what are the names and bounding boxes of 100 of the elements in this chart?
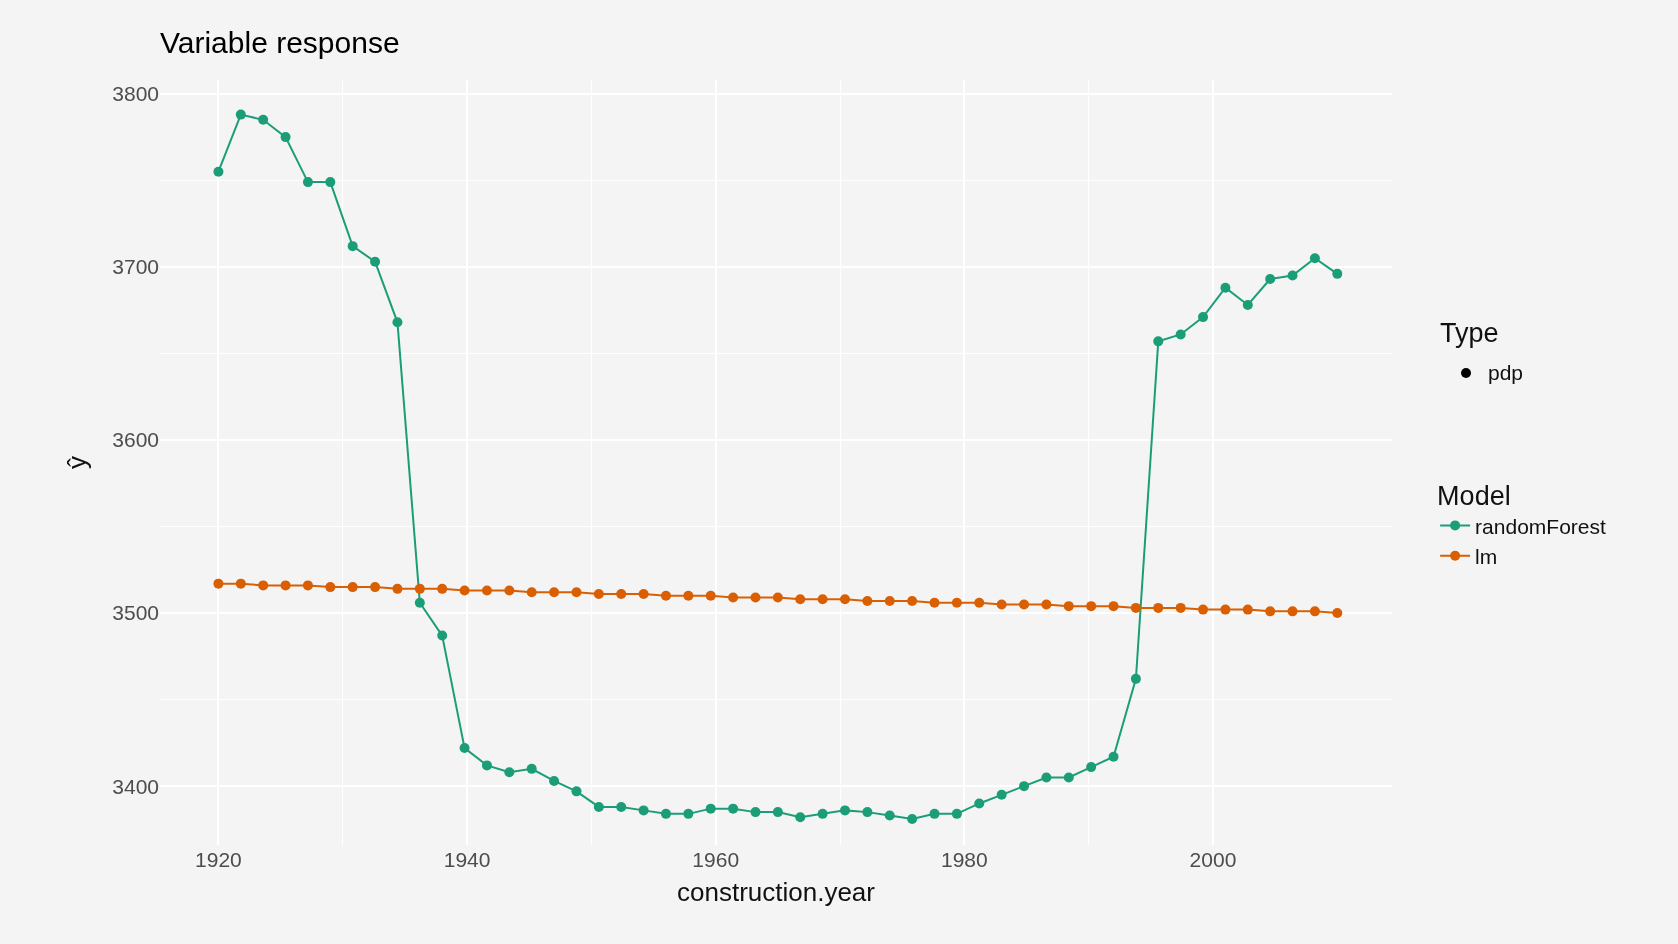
point — [1063, 772, 1074, 783]
point — [392, 583, 403, 594]
point — [772, 592, 783, 603]
point — [817, 808, 828, 819]
point — [370, 256, 381, 267]
point — [280, 132, 291, 143]
point — [459, 743, 470, 754]
point — [235, 578, 246, 589]
point — [258, 114, 269, 125]
point — [1220, 282, 1231, 293]
point — [549, 587, 560, 598]
point — [280, 580, 291, 591]
point — [951, 597, 962, 608]
point — [414, 597, 425, 608]
point — [817, 594, 828, 605]
point — [1086, 601, 1097, 612]
y-axis-title: ŷ — [61, 456, 92, 469]
point — [660, 808, 671, 819]
y-tick-label: 3700 — [112, 255, 159, 279]
point — [325, 177, 336, 188]
point — [929, 597, 940, 608]
point — [1153, 602, 1164, 613]
point — [1198, 604, 1209, 615]
point — [1130, 673, 1141, 684]
point — [593, 801, 604, 812]
point — [1019, 599, 1030, 610]
point — [996, 599, 1007, 610]
point — [862, 595, 873, 606]
point — [302, 177, 313, 188]
point — [1086, 762, 1097, 773]
point — [840, 594, 850, 605]
x-tick-label: 1960 — [692, 848, 740, 871]
point — [302, 580, 313, 591]
point — [481, 585, 492, 596]
point — [392, 317, 403, 328]
text: pdp — [1488, 361, 1524, 385]
point — [1309, 606, 1320, 617]
point — [1108, 601, 1119, 612]
legend-label: lm — [1475, 544, 1498, 568]
point — [683, 808, 694, 819]
point — [795, 594, 806, 605]
point — [1063, 601, 1074, 612]
point — [884, 810, 895, 821]
point — [1287, 606, 1298, 617]
x-tick-label: 2000 — [1189, 848, 1237, 871]
y-tick-label: 3600 — [112, 428, 159, 452]
point — [772, 807, 783, 818]
legend-title: Model — [1437, 481, 1511, 512]
point — [1265, 606, 1276, 617]
point — [1265, 274, 1276, 285]
point — [213, 578, 224, 589]
point — [1287, 270, 1298, 281]
point — [1041, 772, 1052, 783]
point — [481, 760, 492, 771]
point — [638, 805, 649, 816]
point — [929, 808, 940, 819]
point — [974, 597, 985, 608]
point — [593, 589, 604, 600]
point — [504, 585, 515, 596]
point — [616, 801, 627, 812]
point — [213, 166, 224, 177]
point — [549, 775, 560, 786]
chart-title: Variable response — [160, 25, 400, 59]
point — [951, 808, 962, 819]
point — [728, 803, 739, 814]
point — [884, 595, 895, 606]
legend-label: randomForest — [1475, 514, 1606, 538]
point — [1108, 751, 1119, 762]
point — [459, 585, 470, 596]
point — [1041, 599, 1052, 610]
point — [1198, 312, 1209, 323]
point — [1332, 268, 1343, 279]
point — [258, 580, 269, 591]
point — [1153, 336, 1164, 347]
point — [571, 587, 582, 598]
point — [1242, 300, 1253, 310]
point — [907, 595, 918, 606]
point — [437, 630, 448, 641]
point — [504, 767, 515, 778]
point — [1175, 602, 1186, 613]
point — [840, 805, 850, 816]
point — [1019, 781, 1030, 792]
point — [862, 807, 873, 818]
x-tick-label: 1980 — [940, 848, 988, 871]
point — [1130, 602, 1141, 613]
point — [705, 590, 716, 601]
point — [728, 592, 739, 603]
point — [526, 587, 537, 598]
y-tick-label: 3800 — [112, 82, 159, 106]
y-tick-label: 3500 — [112, 601, 159, 625]
point — [660, 590, 671, 601]
point — [1309, 253, 1320, 264]
point — [1332, 608, 1343, 619]
point — [526, 763, 537, 774]
y-tick-label: 3400 — [112, 774, 159, 798]
point — [414, 583, 425, 594]
point — [1220, 604, 1231, 615]
point — [683, 590, 694, 601]
point — [795, 812, 806, 823]
point — [616, 589, 627, 600]
